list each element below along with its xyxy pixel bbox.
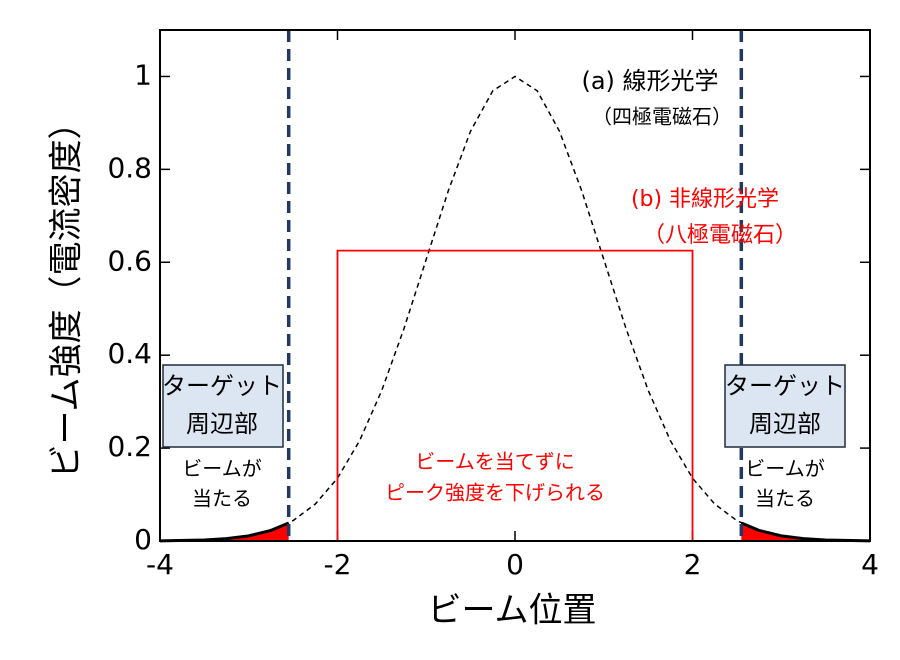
- annotation: 当たる: [192, 487, 252, 511]
- x-axis-label: ビーム位置: [428, 591, 597, 631]
- tail-area: [741, 523, 870, 541]
- x-tick-label: -2: [324, 548, 352, 581]
- annotation: （四極電磁石）: [592, 105, 732, 129]
- plot-frame: [159, 29, 871, 542]
- tail-area: [160, 523, 289, 541]
- y-tick-label: 0.2: [107, 430, 152, 463]
- box-label: ターゲット: [725, 372, 845, 400]
- x-tick-label: -4: [146, 548, 174, 581]
- annotation: ピーク強度を下げられる: [385, 481, 605, 505]
- y-tick-label: 0.8: [107, 151, 152, 184]
- x-tick-label: 0: [506, 548, 524, 581]
- box-label: ターゲット: [162, 372, 282, 400]
- target-box: [724, 364, 846, 448]
- x-tick-label: 2: [684, 548, 702, 581]
- annotation: (a) 線形光学: [581, 67, 718, 95]
- annotation: （八極電磁石）: [643, 223, 797, 248]
- y-tick-label: 1: [134, 58, 152, 91]
- annotation: ビームが: [182, 457, 261, 481]
- annotation: ビームが: [745, 457, 824, 481]
- box-label: 周辺部: [749, 410, 821, 438]
- box-label: 周辺部: [186, 410, 258, 438]
- y-tick-label: 0.4: [107, 337, 152, 370]
- y-tick-label: 0.6: [107, 244, 152, 277]
- x-tick-label: 4: [861, 548, 879, 581]
- y-axis-label: ビーム強度（電流密度）: [47, 106, 87, 479]
- y-tick-label: 0: [134, 523, 152, 556]
- target-box: [162, 364, 284, 448]
- annotation: (b) 非線形光学: [631, 187, 779, 212]
- annotation: ビームを当てずに: [415, 450, 574, 474]
- annotation: 当たる: [755, 487, 815, 511]
- line: [336, 249, 694, 541]
